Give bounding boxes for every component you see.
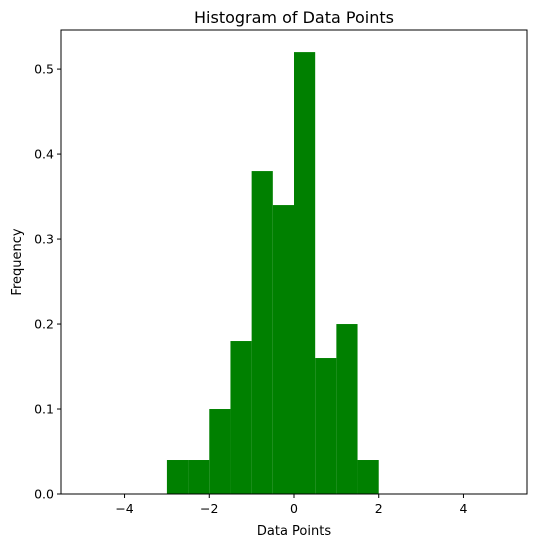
y-tick-label: 0.2 xyxy=(34,317,54,332)
y-axis-ticks: 0.0 0.1 0.2 0.3 0.4 0.5 xyxy=(34,62,61,502)
x-tick-label: 0 xyxy=(290,501,298,516)
y-tick-label: 0.4 xyxy=(34,147,54,162)
histogram-bar xyxy=(251,171,273,495)
y-tick-label: 0.1 xyxy=(34,402,54,417)
x-axis-ticks: −4 −2 0 2 4 xyxy=(115,494,467,516)
x-axis-label: Data Points xyxy=(257,524,331,539)
x-tick-label: −4 xyxy=(115,501,133,516)
y-tick-label: 0.0 xyxy=(34,487,54,502)
histogram-bar xyxy=(166,460,189,494)
y-tick-label: 0.3 xyxy=(34,232,54,247)
histogram-bar xyxy=(294,52,316,494)
x-tick-label: −2 xyxy=(200,501,218,516)
histogram-bar xyxy=(357,460,379,494)
y-axis-label: Frequency xyxy=(10,228,25,295)
histogram-bars xyxy=(166,52,379,495)
histogram-bar xyxy=(315,358,337,494)
histogram-bar xyxy=(272,205,294,495)
histogram-bar xyxy=(336,324,358,494)
y-tick-label: 0.5 xyxy=(34,62,54,77)
histogram-bar xyxy=(209,409,231,494)
histogram-bar xyxy=(188,460,210,494)
x-tick-label: 2 xyxy=(375,501,383,516)
histogram-bar xyxy=(230,341,252,494)
x-tick-label: 4 xyxy=(459,501,467,516)
chart-title: Histogram of Data Points xyxy=(194,8,394,27)
